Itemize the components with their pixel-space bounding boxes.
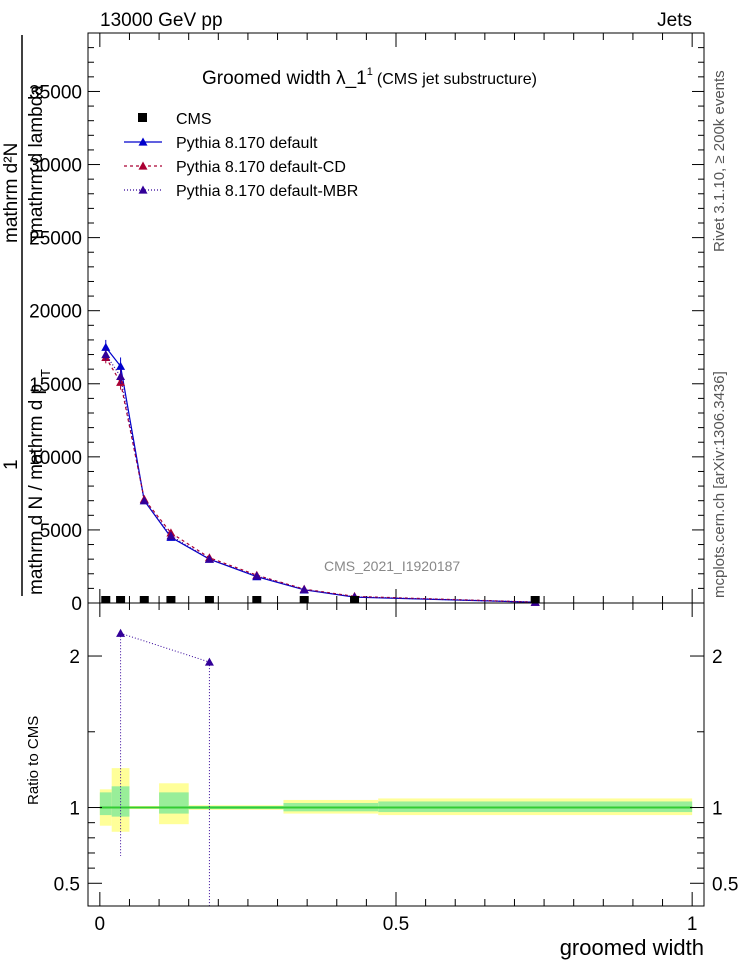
y-label-mid: T (28, 231, 49, 243)
ratio-points (116, 628, 214, 906)
y-label-mathrm-dlambda: mathrm d lambda (26, 85, 47, 233)
y-tick-label: 35000 (29, 82, 82, 103)
rivet-label: Rivet 3.1.10, ≥ 200k events (711, 70, 728, 252)
series-point (116, 371, 126, 381)
ratio-y-label: Ratio to CMS (25, 716, 42, 805)
legend-label: CMS (176, 111, 212, 128)
ratio-point (116, 628, 126, 637)
y-label-subscript-t: T (38, 369, 53, 377)
main-series (101, 339, 540, 606)
header-right: Jets (657, 10, 692, 31)
y-label-numerator: mathrm d²N (1, 143, 22, 243)
ratio-panel: 0.5 0.51 12 2 0 0.5 1 Ratio to CMS (25, 602, 739, 935)
ratio-band-green (99, 792, 112, 816)
x-tick-label: 0 (95, 914, 106, 935)
chart-title-small: (CMS jet substructure) (377, 71, 537, 88)
legend: CMS Pythia 8.170 default Pythia 8.170 defa… (124, 111, 358, 200)
cms-point (101, 596, 111, 603)
ratio-y-tick-label: 1 (69, 799, 80, 820)
y-tick-label: 15000 (29, 375, 82, 396)
cms-point (116, 596, 126, 603)
y-tick-label: 5000 (40, 521, 82, 542)
y-tick-label: 10000 (29, 448, 82, 469)
y-tick-label: 30000 (29, 156, 82, 177)
analysis-watermark: CMS_2021_I1920187 (324, 558, 460, 574)
legend-label: Pythia 8.170 default (176, 135, 318, 152)
y-tick-label: 0 (71, 594, 82, 615)
series-line (105, 346, 536, 603)
series-point (166, 531, 176, 540)
chart-title: Groomed width λ_11 (CMS jet substructure) (202, 66, 537, 89)
cms-point (166, 596, 176, 603)
chart-title-sup: 1 (367, 66, 373, 78)
ratio-x-axis: 0 0.5 1 (95, 603, 698, 935)
header-left: 13000 GeV pp (100, 10, 223, 31)
cms-point (299, 596, 309, 603)
ratio-band-green (159, 792, 189, 814)
series-point (101, 350, 111, 359)
ratio-y-tick-label-right: 2 (712, 647, 723, 668)
series-line (105, 354, 536, 603)
cms-point (252, 596, 262, 603)
chart-title-main: Groomed width λ_1 (202, 68, 367, 89)
series-line (105, 357, 536, 603)
legend-marker-triangle (138, 185, 148, 194)
legend-label: Pythia 8.170 default-MBR (176, 183, 358, 200)
series-point (299, 585, 309, 594)
cms-point (139, 596, 149, 603)
y-axis-label: mathrm d²N T mathrm d lambda 1 mathrm d … (1, 35, 53, 596)
main-panel: 0 5000 10000 15000 20000 25000 30000 35000 Groo… (1, 32, 705, 615)
y-label-one: 1 (1, 459, 22, 470)
series-point (116, 361, 126, 370)
main-x-axis (99, 33, 693, 603)
cms-point (350, 596, 360, 603)
ratio-bands (99, 768, 693, 832)
ratio-series-line (120, 632, 210, 663)
ratio-y-tick-label-right: 0.5 (712, 874, 738, 895)
mcplots-label: mcplots.cern.ch [arXiv:1306.3436] (711, 371, 728, 598)
cms-point (204, 596, 214, 603)
cms-points (101, 596, 540, 603)
main-y-axis: 0 5000 10000 15000 20000 25000 30000 35000 (29, 47, 704, 615)
ratio-y-axis: 0.5 0.5 1 1 2 2 (54, 647, 739, 895)
x-tick-label: 1 (687, 914, 698, 935)
ratio-point (204, 657, 214, 666)
y-tick-label: 20000 (29, 302, 82, 323)
y-label-dn-dpt: mathrm d N / mathrm d p (26, 384, 47, 595)
x-axis-label: groomed width (560, 935, 704, 960)
cms-point (530, 596, 540, 603)
ratio-y-tick-label: 0.5 (54, 874, 80, 895)
legend-label: Pythia 8.170 default-CD (176, 159, 346, 176)
legend-marker-triangle (138, 161, 148, 170)
series-point (204, 554, 214, 563)
y-tick-label: 25000 (29, 229, 82, 250)
ratio-frame (87, 602, 705, 907)
series-point (101, 342, 111, 351)
series-point (252, 571, 262, 580)
series-point (139, 496, 149, 505)
ratio-y-tick-label: 2 (69, 647, 80, 668)
ratio-y-tick-label-right: 1 (712, 799, 723, 820)
legend-marker-square (138, 113, 147, 122)
x-tick-label: 0.5 (383, 914, 409, 935)
legend-marker-triangle (138, 137, 148, 146)
